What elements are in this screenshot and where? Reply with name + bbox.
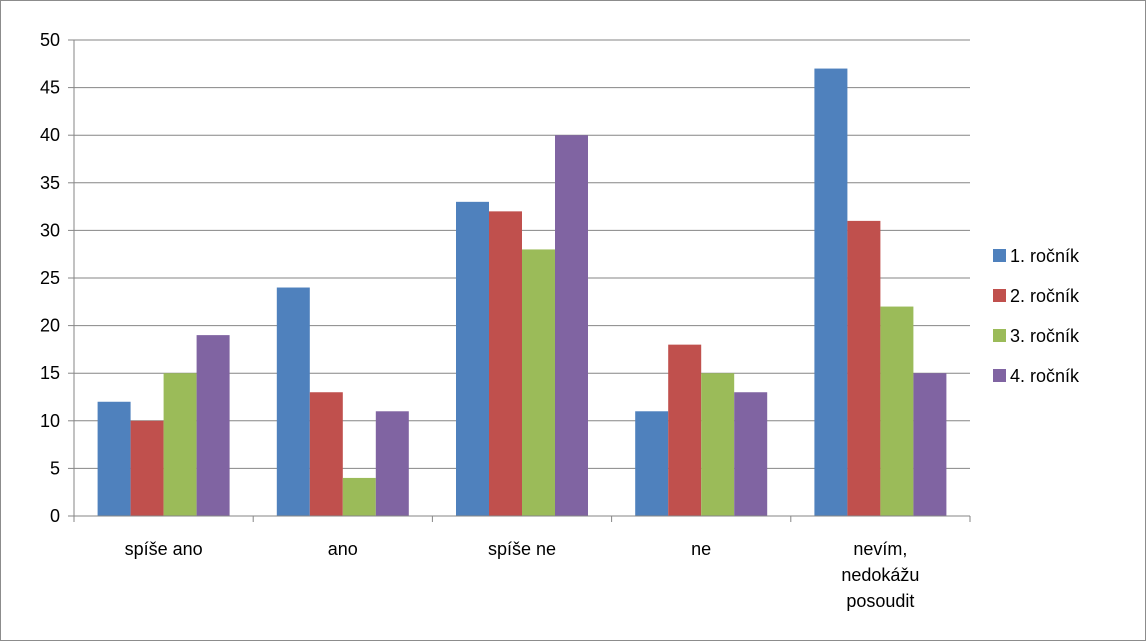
bar	[668, 344, 702, 516]
bar	[701, 373, 735, 516]
y-tick-label: 0	[50, 506, 60, 526]
bar	[847, 220, 881, 516]
bar	[163, 373, 197, 516]
legend-label: 1. ročník	[1010, 246, 1080, 266]
bars	[97, 68, 947, 517]
bar	[130, 420, 164, 516]
y-tick-label: 30	[40, 220, 60, 240]
legend: 1. ročník 2. ročník 3. ročník 4. ročník	[993, 246, 1080, 386]
legend-label: 3. ročník	[1010, 326, 1080, 346]
bar	[734, 392, 768, 516]
legend-swatch	[993, 249, 1006, 262]
x-tick-label: spíše ne	[488, 539, 556, 559]
bar	[276, 287, 310, 516]
y-tick-label: 40	[40, 125, 60, 145]
y-tick-label: 20	[40, 316, 60, 336]
y-tick-label: 35	[40, 173, 60, 193]
y-tick-label: 45	[40, 78, 60, 98]
y-tick-label: 5	[50, 458, 60, 478]
bar	[375, 411, 409, 516]
bar	[342, 477, 376, 516]
legend-swatch	[993, 329, 1006, 342]
bar	[913, 373, 947, 516]
bar	[456, 201, 489, 516]
bar	[635, 411, 669, 516]
legend-swatch	[993, 369, 1006, 382]
legend-label: 4. ročník	[1010, 366, 1080, 386]
y-tick-label: 10	[40, 411, 60, 431]
bar	[196, 335, 230, 516]
bar	[880, 306, 914, 516]
bar	[309, 392, 343, 516]
bar	[97, 401, 131, 516]
legend-swatch	[993, 289, 1006, 302]
x-tick-label: spíše ano	[125, 539, 203, 559]
x-tick-label: nevím, nedokážu posoudit	[841, 539, 919, 611]
bar	[522, 249, 555, 516]
bar	[555, 135, 588, 516]
bar	[489, 211, 522, 517]
y-tick-label: 15	[40, 363, 60, 383]
tick-labels: 0 5 10 15 20 25 30 35 40 45 50 spíše ano ano spíše ne…	[40, 30, 919, 611]
y-tick-label: 50	[40, 30, 60, 50]
y-tick-label: 25	[40, 268, 60, 288]
legend-label: 2. ročník	[1010, 286, 1080, 306]
bar	[814, 68, 848, 516]
x-tick-label: ano	[328, 539, 358, 559]
axes	[68, 39, 971, 522]
x-tick-label: ne	[691, 539, 711, 559]
